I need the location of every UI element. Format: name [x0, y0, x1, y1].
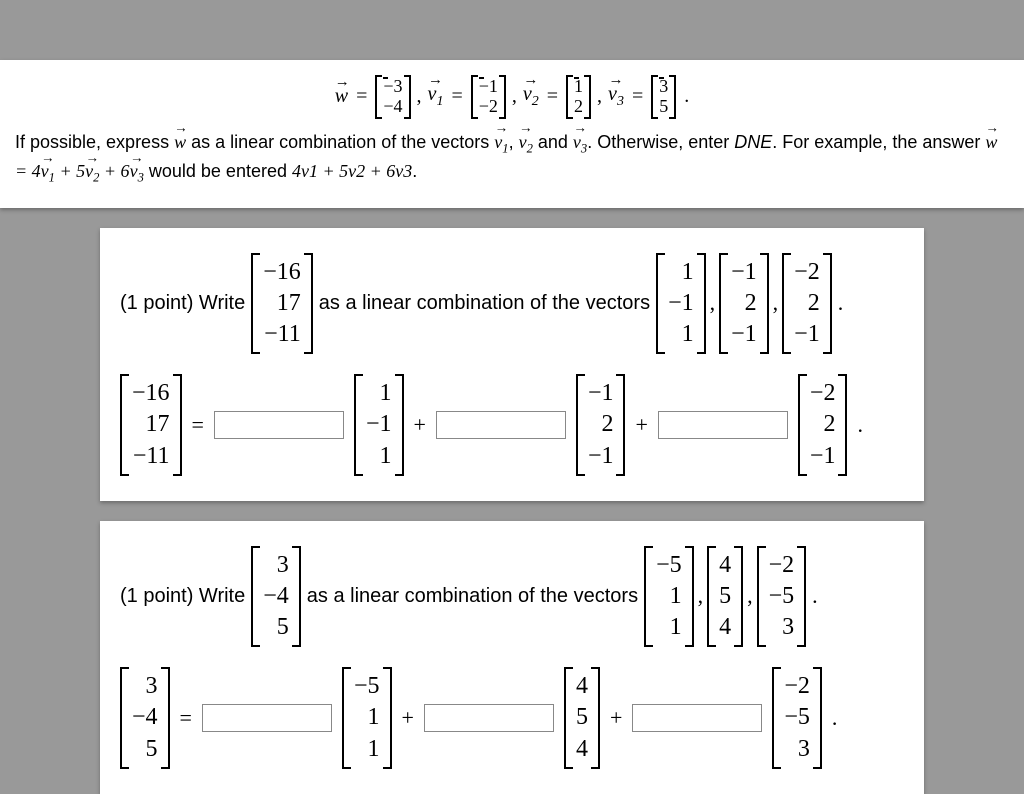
q2-rhs-b3: −2−53	[772, 667, 822, 769]
q1-points-label: (1 point) Write	[120, 292, 245, 315]
q1-coef2-input[interactable]	[436, 411, 566, 439]
q2-basis1: −511	[644, 546, 694, 648]
w-vector: −3−4	[375, 75, 410, 119]
v3-vector: 35	[651, 75, 676, 119]
q2-rhs-b2: 454	[564, 667, 600, 769]
plus-sign: +	[610, 705, 622, 731]
q2-coef2-input[interactable]	[424, 704, 554, 732]
v2-vector: 12	[566, 75, 591, 119]
q2-target-vector: 3−45	[251, 546, 301, 648]
w-symbol: w	[335, 85, 348, 108]
plus-sign: +	[635, 412, 647, 438]
equals-sign: =	[180, 705, 192, 731]
q1-coef1-input[interactable]	[214, 411, 344, 439]
v3-symbol: v3	[608, 83, 624, 110]
q2-equation: 3−45 = −511 + 454 + −2−53 .	[115, 652, 909, 769]
vector-definitions: w= −3−4 , v1= −1−2 , v2= 12 , v3= 35 .	[15, 75, 1009, 119]
q1-coef3-input[interactable]	[658, 411, 788, 439]
q1-basis1: 1−11	[656, 253, 706, 355]
v1-vector: −1−2	[471, 75, 506, 119]
q1-rhs-b3: −22−1	[798, 374, 848, 476]
v2-symbol: v2	[523, 83, 539, 110]
question-panel-2: (1 point) Write 3−45 as a linear combina…	[100, 521, 924, 794]
q2-basis3: −2−53	[757, 546, 807, 648]
plus-sign: +	[414, 412, 426, 438]
q1-lhs: −1617−11	[120, 374, 182, 476]
q1-rhs-b2: −12−1	[576, 374, 626, 476]
q2-basis2: 454	[707, 546, 743, 648]
question-panel-intro: w= −3−4 , v1= −1−2 , v2= 12 , v3= 35 . I…	[0, 60, 1024, 208]
q2-rhs-b1: −511	[342, 667, 392, 769]
q2-coef3-input[interactable]	[632, 704, 762, 732]
plus-sign: +	[402, 705, 414, 731]
q1-prompt: (1 point) Write −1617−11 as a linear com…	[115, 248, 909, 360]
q1-equation: −1617−11 = 1−11 + −12−1 + −22−1 .	[115, 359, 909, 476]
equals-sign: =	[192, 412, 204, 438]
q2-mid-text: as a linear combination of the vectors	[307, 585, 638, 608]
q2-coef1-input[interactable]	[202, 704, 332, 732]
q2-prompt: (1 point) Write 3−45 as a linear combina…	[115, 541, 909, 653]
q1-basis3: −22−1	[782, 253, 832, 355]
q2-lhs: 3−45	[120, 667, 170, 769]
prompt-text: If possible, express w as a linear combi…	[15, 129, 1009, 188]
v1-symbol: v1	[428, 83, 444, 110]
q1-rhs-b1: 1−11	[354, 374, 404, 476]
q2-points-label: (1 point) Write	[120, 585, 245, 608]
q1-target-vector: −1617−11	[251, 253, 313, 355]
q1-basis2: −12−1	[719, 253, 769, 355]
question-panel-1: (1 point) Write −1617−11 as a linear com…	[100, 228, 924, 501]
q1-mid-text: as a linear combination of the vectors	[319, 292, 650, 315]
